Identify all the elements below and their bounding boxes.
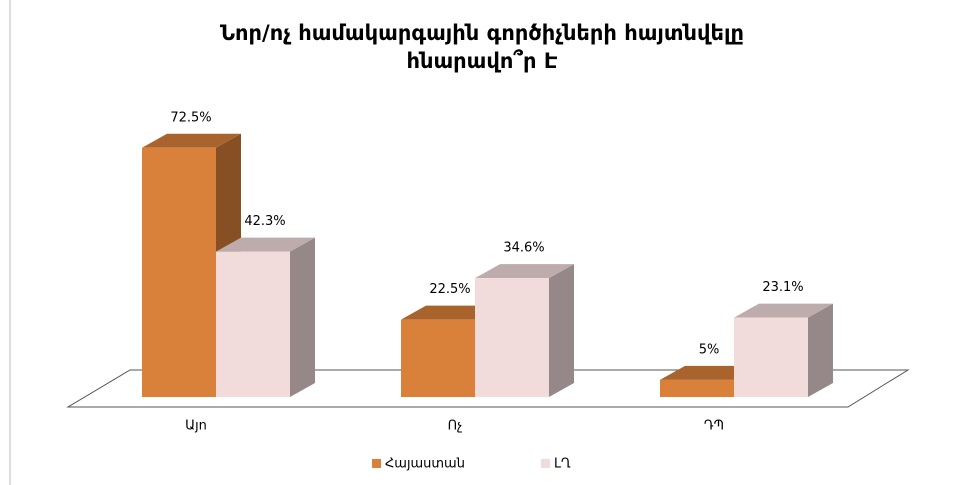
legend-swatch	[541, 459, 550, 468]
legend-swatch	[372, 459, 381, 468]
bar	[216, 237, 315, 397]
bar-front	[401, 319, 475, 397]
bar-front	[734, 317, 808, 397]
chart-title: Նոր/ոչ համակարգային գործիչների հայտնվելը	[220, 21, 744, 45]
x-tick-label: Ոչ	[448, 419, 463, 434]
data-label: 72.5%	[170, 110, 211, 125]
data-label: 34.6%	[503, 241, 544, 256]
bar-front	[216, 251, 290, 397]
x-tick-label: ԴՊ	[704, 419, 724, 434]
bar-top	[142, 133, 241, 148]
bar-side	[290, 237, 315, 397]
bar-top	[475, 264, 574, 279]
legend-label: Հայաստան	[385, 457, 465, 472]
data-label: 5%	[699, 342, 720, 357]
bar-side	[549, 264, 574, 397]
legend-label: ԼՂ	[554, 457, 571, 472]
data-label: 22.5%	[429, 282, 470, 297]
bar-side	[808, 303, 833, 397]
x-tick-label: Այո	[185, 419, 207, 434]
bar	[475, 264, 574, 397]
bar	[734, 303, 833, 397]
bar-front	[142, 147, 216, 397]
bar-front	[660, 379, 734, 397]
data-label: 42.3%	[244, 214, 285, 229]
bar-front	[475, 278, 549, 397]
data-label: 23.1%	[762, 280, 803, 295]
chart-title: հնարավո՞ր Է	[406, 48, 557, 73]
bar-top	[734, 303, 833, 318]
bar-top	[216, 237, 315, 252]
